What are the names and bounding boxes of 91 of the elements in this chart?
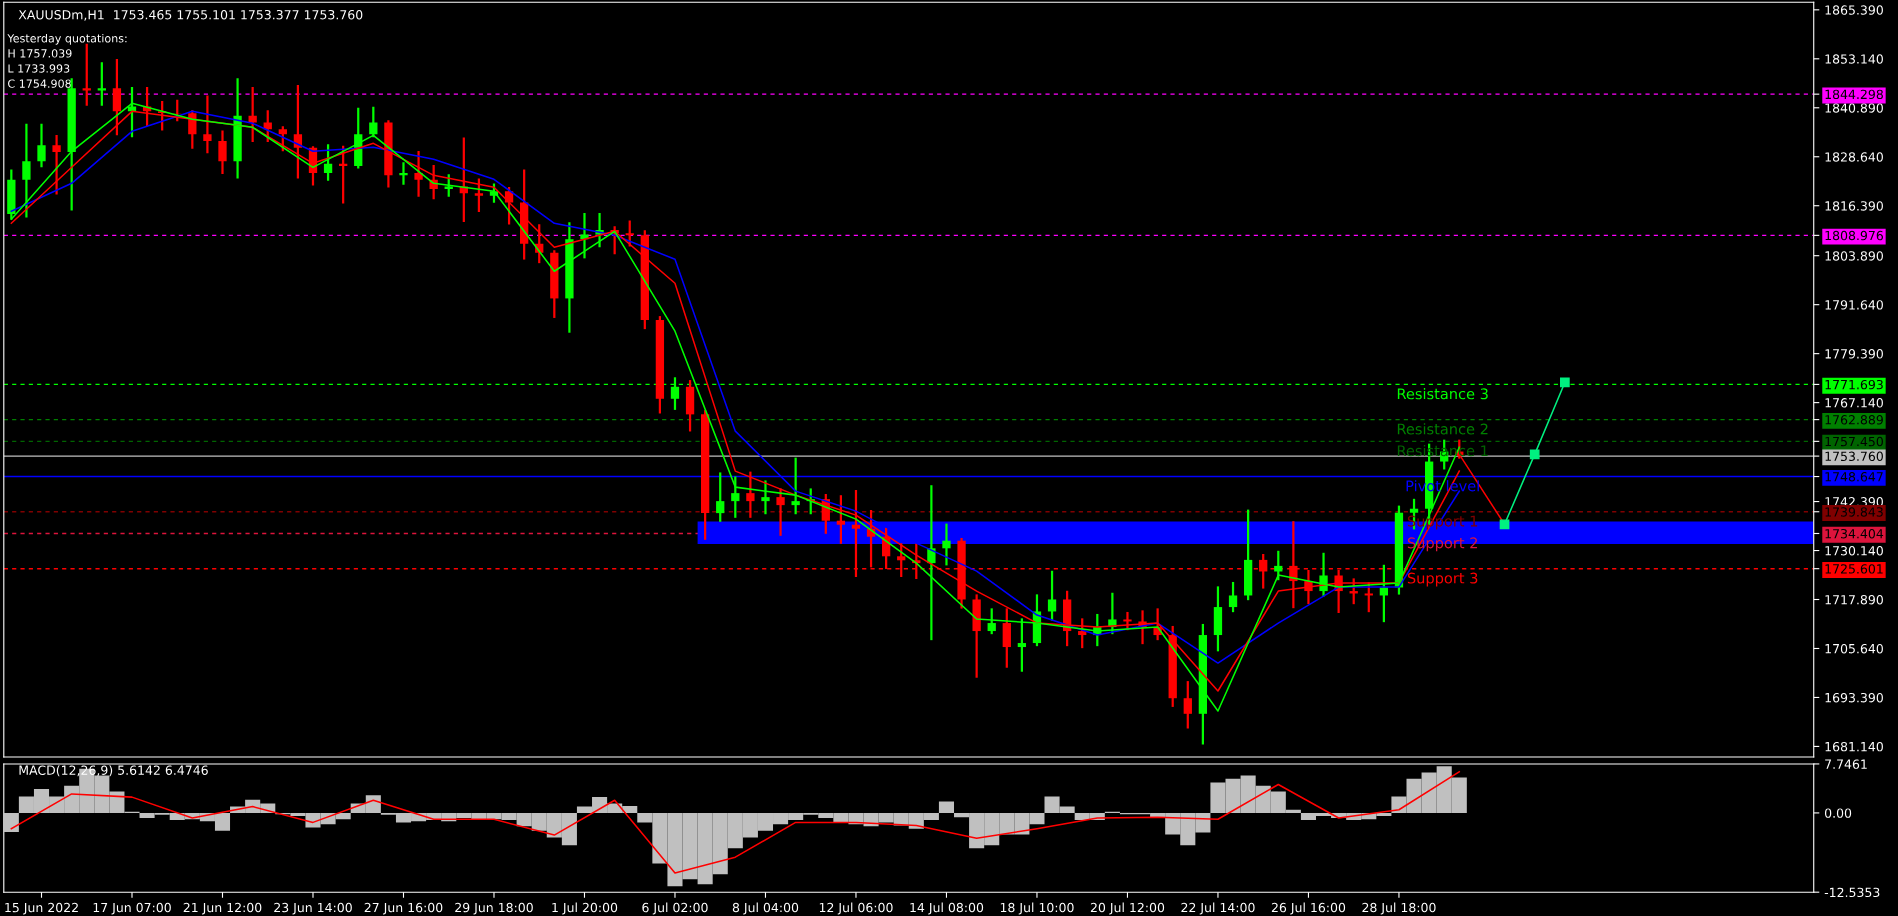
ref-line-label: Support 3 xyxy=(1407,572,1478,587)
candlestick xyxy=(278,126,287,152)
candlestick xyxy=(1047,570,1057,621)
bar xyxy=(3,812,19,832)
y-tick-label: 7.7461 xyxy=(1825,759,1867,769)
ref-line-label: Resistance 3 xyxy=(1397,388,1488,400)
y-tick-label: 1717.890 xyxy=(1825,594,1883,605)
x-tick-label: 29 Jun 18:00 xyxy=(455,902,533,915)
candlestick xyxy=(97,62,106,106)
annotation: H 1757.039 xyxy=(8,49,72,58)
text: XAUUSDm,H1 1753.465 1755.101 1753.377 1753.760 xyxy=(18,9,363,21)
y-tick-label: 0.00 xyxy=(1824,808,1852,818)
y-tick-label: 1844.298 xyxy=(1825,89,1883,100)
candlestick xyxy=(731,476,740,518)
candlestick xyxy=(776,488,785,536)
x-tick-label: 21 Jun 12:00 xyxy=(183,902,262,915)
x-tick-label: 17 Jun 07:00 xyxy=(93,902,171,915)
x-tick-label: 26 Jul 16:00 xyxy=(1271,902,1346,915)
candlestick xyxy=(218,130,227,175)
point xyxy=(1529,449,1540,460)
candlestick xyxy=(716,472,725,522)
candlestick xyxy=(625,220,634,247)
candlestick xyxy=(414,151,423,197)
candlestick xyxy=(836,495,846,544)
candlestick xyxy=(987,608,996,635)
y-tick-label: 1757.450 xyxy=(1825,436,1883,447)
candlestick xyxy=(444,174,453,197)
x-tick-label: 20 Jul 12:00 xyxy=(1090,902,1165,915)
candlestick xyxy=(399,162,408,185)
y-tick-label: 1865.390 xyxy=(1825,5,1883,15)
y-tick-label: 1753.760 xyxy=(1825,451,1883,462)
candlestick xyxy=(37,123,46,168)
y-tick-label: 1791.640 xyxy=(1825,300,1883,310)
annotation: Yesterday quotations: xyxy=(7,33,127,45)
y-tick-label: 1705.640 xyxy=(1825,643,1883,654)
x-tick-label: 6 Jul 02:00 xyxy=(642,902,708,915)
y-tick-label: 1803.890 xyxy=(1825,251,1883,261)
y-tick-label: -12.5353 xyxy=(1824,887,1880,898)
y-tick-label: 1734.404 xyxy=(1825,528,1884,539)
x-tick-label: 8 Jul 04:00 xyxy=(732,902,799,915)
candlestick xyxy=(1228,581,1238,613)
y-tick-label: 1748.647 xyxy=(1825,472,1883,482)
candlestick xyxy=(52,135,61,195)
y-tick-label: 1725.601 xyxy=(1825,564,1883,574)
annotation: L 1733.993 xyxy=(8,64,70,73)
y-tick-label: 1808.976 xyxy=(1825,230,1883,241)
candlestick xyxy=(761,480,770,515)
y-tick-label: 1739.843 xyxy=(1825,507,1883,517)
x-tick-label: 1 Jul 20:00 xyxy=(552,902,618,915)
candlestick xyxy=(791,457,800,515)
y-tick-label: 1767.140 xyxy=(1825,398,1883,408)
candlestick xyxy=(942,523,951,566)
x-tick-label: 18 Jul 10:00 xyxy=(1000,902,1074,915)
point xyxy=(1499,519,1510,530)
candlestick xyxy=(474,178,484,212)
candlestick xyxy=(746,471,755,518)
y-tick-label: 1762.889 xyxy=(1825,415,1883,425)
candlestick xyxy=(22,123,31,218)
x-tick-label: 23 Jun 14:00 xyxy=(274,902,352,915)
x-tick-label: 28 Jul 18:00 xyxy=(1362,902,1436,915)
y-tick-label: 1853.140 xyxy=(1825,54,1883,64)
y-tick-label: 1779.390 xyxy=(1825,349,1883,359)
y-tick-label: 1681.140 xyxy=(1825,741,1883,752)
candlestick xyxy=(927,485,936,641)
candlestick xyxy=(82,43,91,106)
candlestick xyxy=(1123,611,1132,631)
y-tick-label: 1693.390 xyxy=(1825,692,1883,703)
candlestick xyxy=(1078,618,1087,649)
annotation: C 1754.908 xyxy=(8,79,71,88)
y-tick-label: 1840.890 xyxy=(1825,103,1883,113)
ref-line-label: Resistance 2 xyxy=(1397,423,1488,435)
candlestick xyxy=(1319,552,1328,597)
candlestick xyxy=(248,87,257,143)
candlestick xyxy=(1017,618,1027,672)
x-tick-label: 15 Jun 2022 xyxy=(5,902,78,915)
y-tick-label: 1730.140 xyxy=(1825,546,1883,556)
x-tick-label: 22 Jul 14:00 xyxy=(1181,902,1255,915)
y-tick-label: 1828.640 xyxy=(1825,152,1883,162)
x-tick-label: 14 Jul 08:00 xyxy=(910,902,984,915)
candlestick xyxy=(323,144,333,181)
point xyxy=(1559,377,1570,388)
y-tick-label: 1771.693 xyxy=(1825,379,1883,390)
bar xyxy=(938,801,955,813)
y-tick-label: 1816.390 xyxy=(1825,201,1883,211)
candlestick xyxy=(580,212,589,259)
candlestick xyxy=(1002,608,1011,668)
x-tick-label: 27 Jun 16:00 xyxy=(364,902,443,915)
x-tick-label: 12 Jul 06:00 xyxy=(819,902,893,915)
candlestick xyxy=(203,95,212,154)
candlestick xyxy=(1183,681,1192,729)
candlestick xyxy=(369,106,378,138)
